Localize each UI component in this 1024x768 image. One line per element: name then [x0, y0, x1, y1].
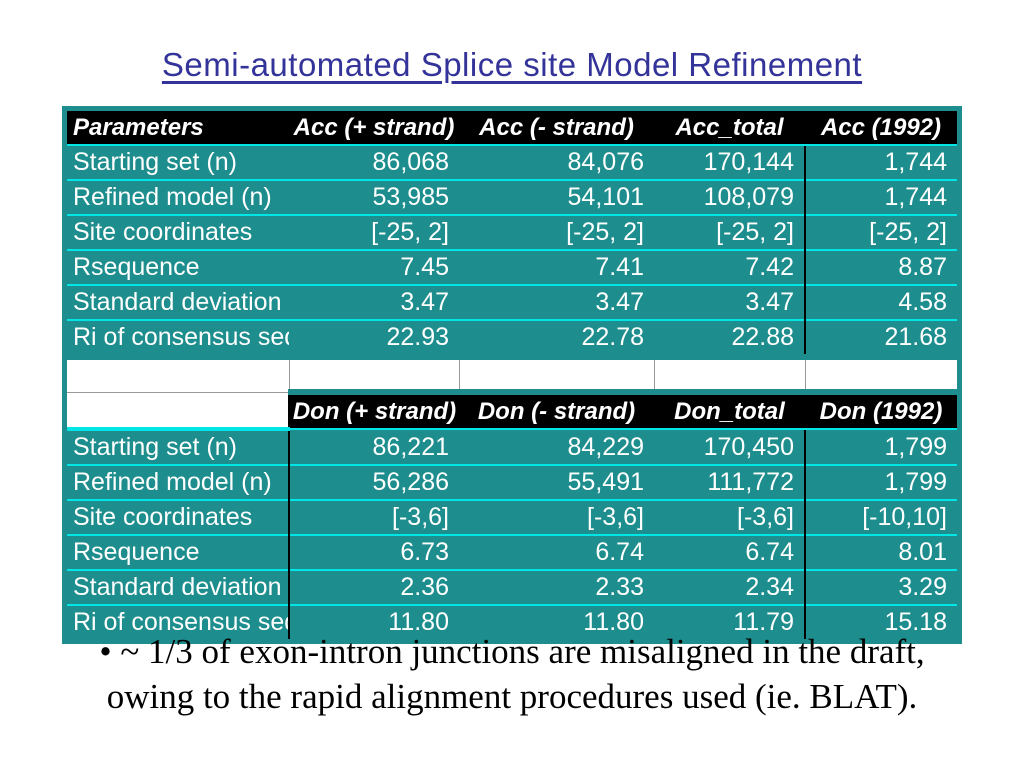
cell-value: [-25, 2] [459, 214, 654, 250]
splice-model-table-wrap: Parameters Acc (+ strand) Acc (- strand)… [62, 106, 962, 644]
cell-value: 2.33 [459, 569, 654, 605]
don-header-minus-strand: Don (- strand) [459, 389, 654, 429]
don-table-row: Starting set (n) 86,221 84,229 170,450 1… [67, 428, 957, 465]
don-table-row: Site coordinates [-3,6] [-3,6] [-3,6] [-… [67, 499, 957, 535]
spacer-cell [67, 354, 289, 393]
acc-header-row: Parameters Acc (+ strand) Acc (- strand)… [67, 111, 957, 145]
cell-value: [-3,6] [654, 499, 805, 535]
cell-value: 2.34 [654, 569, 805, 605]
acc-header-minus-strand: Acc (- strand) [459, 111, 654, 145]
cell-value: 6.74 [459, 534, 654, 570]
cell-value: 15.18 [804, 604, 957, 639]
cell-value: 11.80 [459, 604, 654, 639]
cell-value: 1,744 [804, 179, 957, 215]
footnote-line-2: owing to the rapid alignment procedures … [106, 676, 918, 716]
cell-value: 22.88 [654, 319, 805, 357]
cell-value: [-10,10] [804, 499, 957, 535]
acc-table-row: Rsequence 7.45 7.41 7.42 8.87 [67, 249, 957, 285]
cell-value: 11.80 [288, 604, 459, 639]
cell-value: 21.68 [804, 319, 957, 357]
spacer-row [67, 354, 957, 393]
cell-value: 84,076 [459, 144, 654, 180]
cell-value: 8.87 [804, 249, 957, 285]
spacer-cell [288, 354, 459, 393]
spacer-cell [458, 354, 654, 393]
don-table-row: Refined model (n) 56,286 55,491 111,772 … [67, 464, 957, 500]
acc-table-row: Refined model (n) 53,985 54,101 108,079 … [67, 179, 957, 215]
row-label: Standard deviation [67, 569, 289, 605]
cell-value: 55,491 [459, 464, 654, 500]
cell-value: 3.47 [459, 284, 654, 320]
don-header-total: Don_total [654, 389, 805, 429]
don-table-row: Ri of consensus seq 11.80 11.80 11.79 15… [67, 604, 957, 639]
row-label: Rsequence [67, 249, 289, 285]
cell-value: 53,985 [289, 179, 459, 215]
row-label: Starting set (n) [67, 144, 289, 180]
cell-value: 6.74 [654, 534, 805, 570]
row-label: Refined model (n) [67, 179, 289, 215]
acc-header-1992: Acc (1992) [805, 111, 957, 145]
footnote-bullet: • ~ 1/3 of exon-intron junctions are mis… [0, 630, 1024, 720]
footnote-line-1: • ~ 1/3 of exon-intron junctions are mis… [99, 632, 925, 671]
cell-value: [-25, 2] [804, 214, 957, 250]
slide-title: Semi-automated Splice site Model Refinem… [161, 46, 863, 83]
cell-value: 22.93 [289, 319, 459, 357]
cell-value: 4.58 [804, 284, 957, 320]
cell-value: [-25, 2] [654, 214, 805, 250]
don-header-plus-strand: Don (+ strand) [288, 389, 459, 429]
cell-value: 7.42 [654, 249, 805, 285]
acc-table-row: Standard deviation 3.47 3.47 3.47 4.58 [67, 284, 957, 320]
row-label: Starting set (n) [67, 428, 289, 465]
acc-header-parameters: Parameters [67, 111, 289, 145]
row-label: Ri of consensus seq [67, 319, 289, 357]
row-label: Ri of consensus seq [67, 604, 289, 639]
cell-value: 54,101 [459, 179, 654, 215]
cell-value: 86,068 [289, 144, 459, 180]
cell-value: 6.73 [288, 534, 459, 570]
acc-header-plus-strand: Acc (+ strand) [289, 111, 459, 145]
cell-value: 22.78 [459, 319, 654, 357]
cell-value: 1,799 [804, 464, 957, 500]
splice-model-table: Parameters Acc (+ strand) Acc (- strand)… [67, 111, 957, 639]
acc-table-row: Site coordinates [-25, 2] [-25, 2] [-25,… [67, 214, 957, 250]
don-header-row: Don (+ strand) Don (- strand) Don_total … [67, 389, 957, 431]
cell-value: 3.47 [654, 284, 805, 320]
cell-value: 111,772 [654, 464, 805, 500]
cell-value: 170,450 [654, 428, 805, 465]
acc-header-total: Acc_total [654, 111, 805, 145]
cell-value: 3.47 [289, 284, 459, 320]
row-label: Standard deviation [67, 284, 289, 320]
don-header-empty [67, 392, 289, 431]
spacer-cell [653, 354, 805, 393]
cell-value: 84,229 [459, 428, 654, 465]
cell-value: [-3,6] [459, 499, 654, 535]
cell-value: [-3,6] [288, 499, 459, 535]
cell-value: 56,286 [288, 464, 459, 500]
cell-value: 8.01 [804, 534, 957, 570]
acc-table-row: Starting set (n) 86,068 84,076 170,144 1… [67, 144, 957, 180]
cell-value: 1,744 [804, 144, 957, 180]
row-label: Site coordinates [67, 214, 289, 250]
row-label: Site coordinates [67, 499, 289, 535]
cell-value: [-25, 2] [289, 214, 459, 250]
row-label: Rsequence [67, 534, 289, 570]
row-label: Refined model (n) [67, 464, 289, 500]
don-table-row: Standard deviation 2.36 2.33 2.34 3.29 [67, 569, 957, 605]
cell-value: 11.79 [654, 604, 805, 639]
acc-table-row: Ri of consensus seq 22.93 22.78 22.88 21… [67, 319, 957, 357]
cell-value: 2.36 [288, 569, 459, 605]
cell-value: 86,221 [288, 428, 459, 465]
cell-value: 108,079 [654, 179, 805, 215]
spacer-cell [804, 354, 957, 393]
cell-value: 3.29 [804, 569, 957, 605]
cell-value: 170,144 [654, 144, 805, 180]
cell-value: 1,799 [804, 428, 957, 465]
cell-value: 7.41 [459, 249, 654, 285]
don-table-row: Rsequence 6.73 6.74 6.74 8.01 [67, 534, 957, 570]
don-header-1992: Don (1992) [805, 389, 957, 429]
cell-value: 7.45 [289, 249, 459, 285]
